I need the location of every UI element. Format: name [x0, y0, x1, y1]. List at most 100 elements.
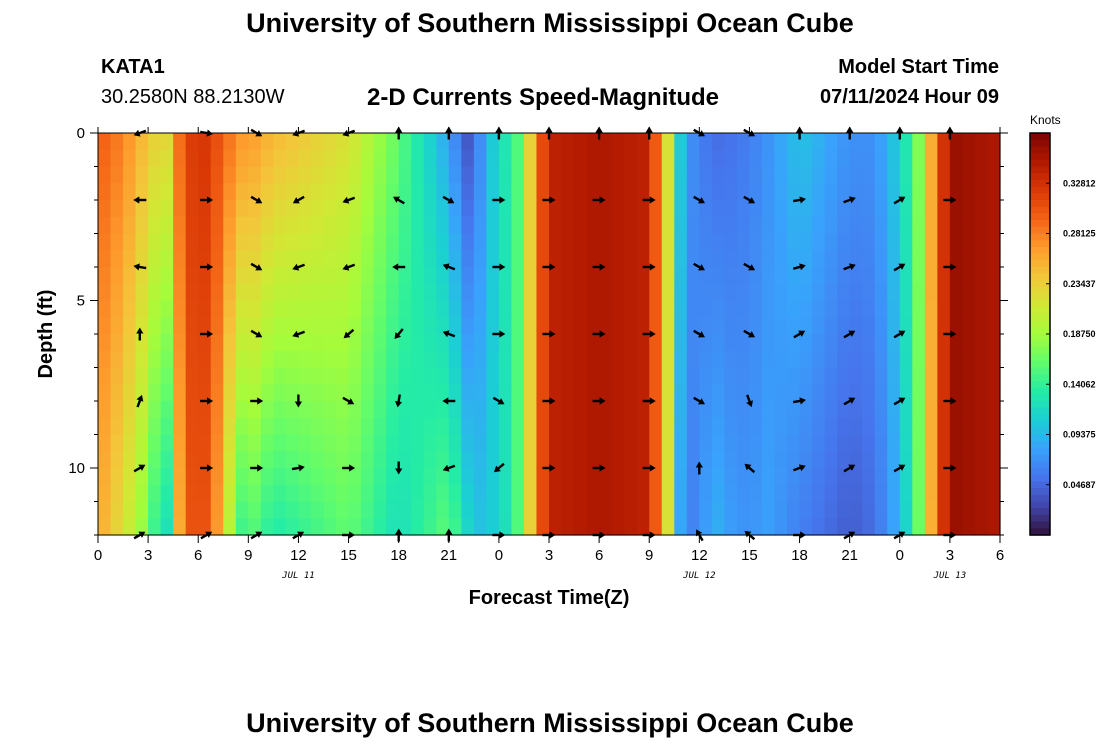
- heatmap-cell: [837, 451, 851, 469]
- heatmap-cell: [198, 133, 212, 151]
- heatmap-cell: [185, 317, 199, 335]
- heatmap-cell: [398, 484, 412, 503]
- heatmap-cell: [536, 233, 550, 251]
- vector-head: [442, 263, 450, 271]
- heatmap-cell: [536, 384, 550, 402]
- heatmap-cell: [736, 183, 751, 201]
- heatmap-cell: [235, 233, 249, 251]
- heatmap-cell: [336, 417, 350, 436]
- heatmap-cell: [310, 300, 325, 318]
- heatmap-cell: [323, 133, 337, 151]
- heatmap-cell: [173, 200, 187, 218]
- heatmap-cell: [549, 468, 563, 486]
- heatmap-cell: [423, 417, 437, 436]
- vector-head: [493, 465, 501, 473]
- heatmap-cell: [661, 250, 675, 268]
- heatmap-cell: [473, 267, 487, 285]
- heatmap-cell: [536, 216, 550, 235]
- heatmap-cell: [210, 216, 224, 235]
- heatmap-cell: [160, 233, 174, 251]
- heatmap-cell: [912, 133, 926, 151]
- heatmap-cell: [624, 451, 638, 469]
- station-id: KATA1: [101, 56, 165, 78]
- current-vector: [393, 196, 405, 205]
- heatmap-cell: [523, 133, 538, 151]
- heatmap-cell: [837, 417, 851, 436]
- heatmap-cell: [523, 434, 538, 452]
- heatmap-cell: [260, 149, 274, 168]
- heatmap-cell: [674, 401, 688, 419]
- heatmap-cell: [661, 149, 675, 168]
- heatmap-cell: [448, 250, 462, 268]
- heatmap-cell: [448, 149, 462, 168]
- heatmap-cell: [173, 166, 187, 184]
- heatmap-cell: [574, 401, 588, 419]
- heatmap-cell: [210, 267, 224, 285]
- heatmap-cell: [461, 133, 475, 151]
- heatmap-cell: [812, 434, 826, 452]
- heatmap-cell: [536, 518, 550, 536]
- vector-head: [649, 196, 656, 204]
- heatmap-cell: [123, 367, 137, 385]
- heatmap-cell: [423, 267, 437, 285]
- heatmap-cell: [361, 149, 375, 168]
- heatmap-cell: [336, 334, 350, 352]
- current-vector: [542, 196, 556, 204]
- heatmap-cell: [574, 300, 588, 318]
- heatmap-cell: [812, 166, 826, 184]
- heatmap-cell: [123, 384, 137, 402]
- heatmap-cell: [436, 501, 450, 519]
- heatmap-cell: [511, 283, 525, 302]
- heatmap-cell: [874, 216, 888, 235]
- heatmap-cell: [98, 468, 112, 486]
- heatmap-cell: [561, 233, 575, 251]
- heatmap-cell: [962, 401, 976, 419]
- heatmap-cell: [436, 200, 450, 218]
- current-vector: [250, 397, 264, 405]
- heatmap-cell: [699, 183, 713, 201]
- heatmap-cell: [498, 166, 513, 184]
- heatmap-cell: [624, 183, 638, 201]
- vector-head: [599, 196, 606, 204]
- heatmap-cell: [486, 451, 500, 469]
- vector-head: [294, 401, 302, 408]
- heatmap-cell: [799, 451, 813, 469]
- heatmap-cell: [336, 484, 350, 503]
- heatmap-cell: [962, 283, 976, 302]
- heatmap-cell: [974, 250, 989, 268]
- heatmap-cell: [98, 384, 112, 402]
- heatmap-cell: [235, 518, 249, 536]
- heatmap-cell: [436, 216, 450, 235]
- heatmap-cell: [461, 200, 475, 218]
- heatmap-cell: [711, 183, 725, 201]
- heatmap-cell: [874, 300, 888, 318]
- heatmap-cell: [323, 233, 337, 251]
- current-vector: [442, 464, 456, 472]
- heatmap-cell: [135, 334, 149, 352]
- heatmap-cell: [336, 468, 350, 486]
- heatmap-cell: [862, 267, 876, 285]
- heatmap-cell: [761, 133, 776, 151]
- heatmap-cell: [711, 367, 725, 385]
- heatmap-cell: [260, 334, 274, 352]
- heatmap-cell: [160, 518, 174, 536]
- heatmap-cell: [148, 166, 162, 184]
- heatmap-cell: [599, 384, 613, 402]
- heatmap-cell: [160, 468, 174, 486]
- heatmap-cell: [887, 300, 901, 318]
- heatmap-cell: [448, 484, 462, 503]
- heatmap-cell: [336, 166, 350, 184]
- colorbar-segment: [1030, 153, 1050, 161]
- current-vector: [492, 396, 505, 405]
- heatmap-cell: [887, 350, 901, 369]
- heatmap-cell: [736, 133, 751, 151]
- heatmap-cell: [774, 401, 788, 419]
- heatmap-cell: [724, 367, 738, 385]
- heatmap-cell: [974, 216, 989, 235]
- heatmap-cell: [974, 434, 989, 452]
- heatmap-cell: [549, 451, 563, 469]
- heatmap-cell: [699, 384, 713, 402]
- heatmap-cell: [498, 367, 513, 385]
- heatmap-cell: [899, 518, 913, 536]
- heatmap-cell: [962, 267, 976, 285]
